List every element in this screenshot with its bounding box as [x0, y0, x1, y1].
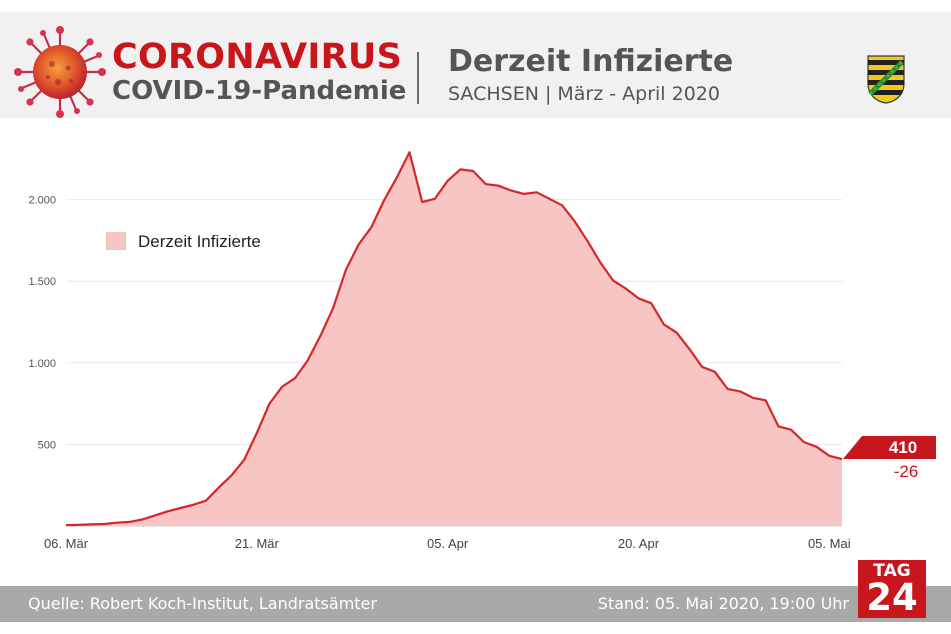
data-point — [394, 175, 400, 181]
legend-swatch — [106, 232, 126, 250]
y-tick-label: 1.500 — [28, 276, 56, 288]
data-point — [63, 522, 69, 528]
y-tick-label: 2.000 — [28, 195, 56, 207]
data-point — [470, 168, 476, 174]
saxony-coat-of-arms-icon — [867, 55, 905, 104]
data-point — [839, 456, 845, 462]
data-point — [406, 149, 412, 155]
chart-title: Derzeit Infizierte — [448, 44, 734, 79]
data-point — [432, 196, 438, 202]
data-point — [241, 457, 247, 463]
area-chart: 500 1.000 1.500 2.000 06. Mär 21. Mär 05. Apr 2… — [28, 149, 936, 551]
data-point — [496, 183, 502, 189]
data-point — [597, 259, 603, 265]
data-point — [343, 267, 349, 273]
data-point — [801, 439, 807, 445]
data-point — [521, 191, 527, 197]
data-point — [381, 197, 387, 203]
data-point — [279, 383, 285, 389]
tag24-logo: TAG 24 — [858, 560, 926, 618]
x-tick-label: 20. Apr — [618, 536, 660, 551]
x-tick-label: 05. Apr — [427, 536, 469, 551]
data-point — [483, 181, 489, 187]
data-point — [814, 444, 820, 450]
data-point — [139, 516, 145, 522]
data-point — [305, 357, 311, 363]
data-point — [165, 508, 171, 514]
data-point — [330, 305, 336, 311]
x-tick-label: 21. Mär — [235, 536, 280, 551]
data-point — [572, 219, 578, 225]
data-point — [737, 388, 743, 394]
series-line — [65, 151, 843, 527]
data-point — [368, 224, 374, 230]
data-point — [712, 369, 718, 375]
data-point — [254, 430, 260, 436]
data-point — [750, 395, 756, 401]
data-point — [623, 286, 629, 292]
last-value-label: 410 — [889, 438, 917, 457]
app-title: CORONAVIRUS — [112, 37, 403, 77]
data-point — [508, 188, 514, 194]
footer-bar: Quelle: Robert Koch-Institut, Landratsäm… — [0, 586, 951, 622]
legend-label: Derzeit Infizierte — [138, 232, 261, 251]
data-point — [152, 512, 158, 518]
data-point — [763, 397, 769, 403]
data-point — [457, 166, 463, 172]
data-point — [686, 346, 692, 352]
x-tick-label: 05. Mai — [808, 536, 851, 551]
data-point — [826, 453, 832, 459]
data-point — [775, 423, 781, 429]
data-point — [559, 202, 565, 208]
data-point — [610, 277, 616, 283]
data-point — [725, 386, 731, 392]
data-point — [661, 321, 667, 327]
app-subtitle: COVID-19-Pandemie — [112, 76, 407, 106]
header-divider — [417, 52, 419, 104]
data-point — [114, 520, 120, 526]
data-point — [356, 241, 362, 247]
coronavirus-icon — [14, 26, 106, 118]
logo-text-top: TAG — [873, 561, 911, 581]
data-point — [101, 521, 107, 527]
data-point — [216, 485, 222, 491]
x-tick-label: 06. Mär — [44, 536, 89, 551]
chart-legend: Derzeit Infizierte — [106, 232, 261, 251]
data-point — [267, 401, 273, 407]
badge-shape — [843, 436, 936, 459]
change-label: -26 — [894, 462, 919, 481]
data-point — [228, 472, 234, 478]
data-point — [76, 522, 82, 528]
data-point — [534, 189, 540, 195]
data-point — [635, 295, 641, 301]
header-bar: CORONAVIRUS COVID-19-Pandemie Derzeit In… — [0, 12, 951, 118]
data-point — [127, 519, 133, 525]
data-point — [445, 178, 451, 184]
y-tick-label: 500 — [38, 439, 56, 451]
data-point — [292, 375, 298, 381]
data-point — [788, 427, 794, 433]
data-point — [546, 196, 552, 202]
timestamp-text: Stand: 05. Mai 2020, 19:00 Uhr — [597, 594, 849, 613]
data-point — [648, 300, 654, 306]
logo-text-bottom: 24 — [866, 576, 918, 619]
data-point — [190, 502, 196, 508]
data-point — [419, 199, 425, 205]
data-point — [585, 238, 591, 244]
data-point — [317, 333, 323, 339]
chart-subtitle: SACHSEN | März - April 2020 — [448, 83, 720, 105]
source-text: Quelle: Robert Koch-Institut, Landratsäm… — [28, 594, 377, 613]
data-point — [203, 498, 209, 504]
last-value-badge: 410 -26 — [843, 436, 936, 481]
data-point — [674, 330, 680, 336]
area-fill — [66, 152, 842, 527]
data-point — [699, 364, 705, 370]
data-point — [177, 505, 183, 511]
data-point — [88, 521, 94, 527]
y-tick-label: 1.000 — [28, 358, 56, 370]
